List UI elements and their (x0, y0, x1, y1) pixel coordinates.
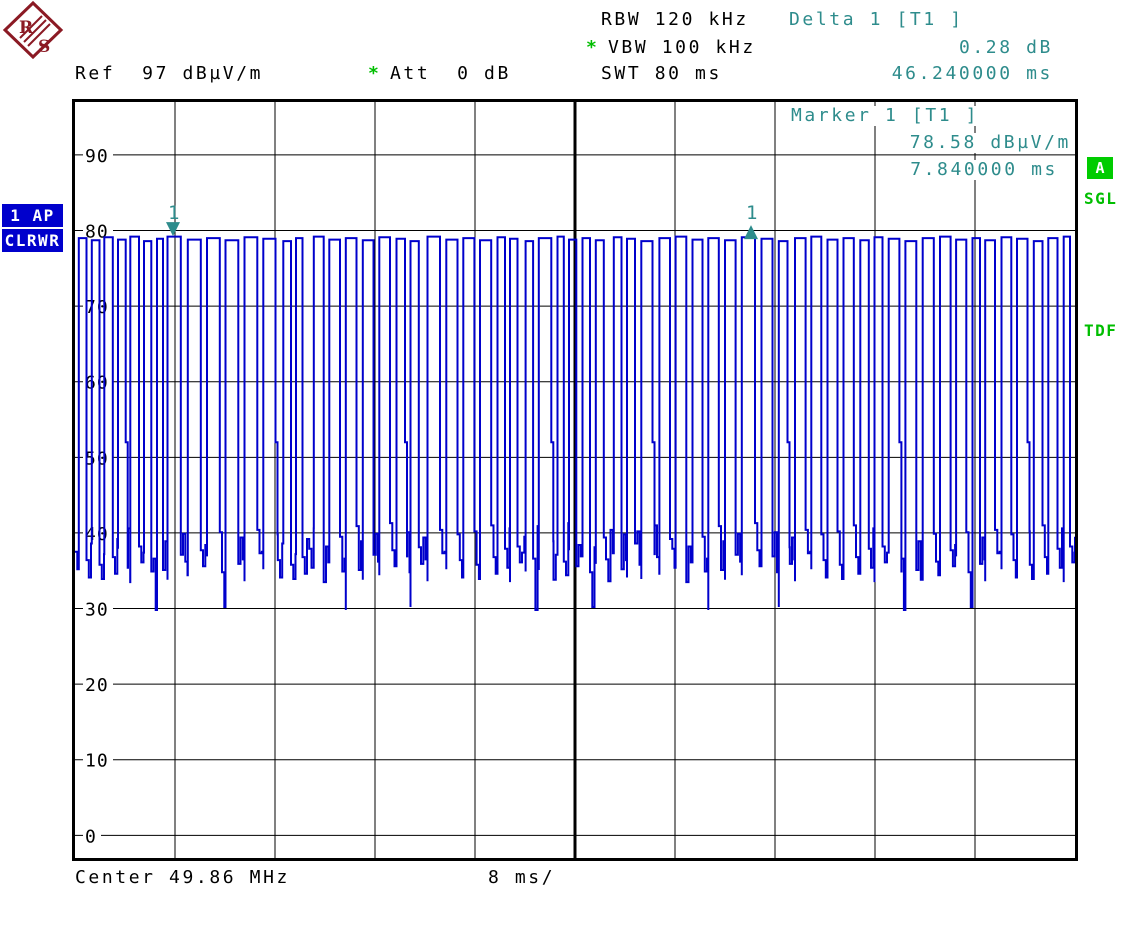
y-tick-label-bg (83, 598, 113, 619)
screen-a-badge: A (1087, 157, 1113, 179)
marker-1-label: 1 (168, 202, 179, 224)
ref-level-label: Ref 97 dBµV/m (75, 63, 264, 84)
y-tick-label: 60 (85, 373, 109, 394)
y-tick-label-bg (83, 296, 113, 317)
y-tick-label-bg (83, 371, 113, 392)
rs-logo-letter-r: R (19, 18, 34, 38)
marker-readout-time: 7.840000 ms (908, 159, 1060, 180)
marker-readout-title: Marker 1 [T1 ] (789, 105, 982, 126)
y-tick-label: 40 (85, 524, 109, 545)
rs-logo-stripe (27, 23, 51, 47)
y-tick-label: 90 (85, 146, 109, 167)
y-tick-label-bg (83, 522, 113, 543)
trace-1-path (75, 235, 1075, 611)
rs-logo-diamond (2, 0, 64, 60)
y-tick-label: 80 (85, 222, 109, 243)
y-tick-label-bg (83, 749, 113, 770)
center-frequency-label: Center 49.86 MHz (75, 867, 290, 888)
marker-readout-level: 78.58 dBµV/m (907, 132, 1073, 153)
marker-1-triangle-icon (166, 222, 180, 237)
delta-marker-triangle-icon (744, 225, 758, 240)
trace-display: 90 80 70 60 50 40 30 20 10 0 1 1 (72, 99, 1078, 861)
vbw-coupled-star-icon: * (586, 37, 600, 58)
attenuation-label: Att 0 dB (390, 63, 511, 84)
y-tick-label: 70 (85, 297, 109, 318)
trace-1-badge: 1 AP (2, 204, 63, 227)
y-tick-label-bg (83, 144, 113, 165)
delta-marker-title: Delta 1 [T1 ] (789, 9, 964, 30)
y-tick-label: 30 (85, 600, 109, 621)
delta-marker-time: 46.240000 ms (891, 63, 1053, 84)
rbw-label: RBW 120 kHz (601, 9, 749, 30)
att-coupled-star-icon: * (368, 63, 382, 84)
clear-write-badge: CLRWR (2, 229, 63, 252)
vbw-label: VBW 100 kHz (608, 37, 756, 58)
y-tick-label-bg (83, 220, 113, 241)
rs-logo-stripe (23, 19, 47, 43)
y-tick-label: 20 (85, 675, 109, 696)
y-tick-label: 50 (85, 448, 109, 469)
y-tick-label-bg (83, 447, 113, 468)
rs-logo-stripe (19, 15, 43, 39)
single-sweep-label: SGL (1084, 189, 1118, 208)
y-tick-label-bg (83, 674, 113, 695)
time-per-div-label: 8 ms/ (488, 867, 556, 888)
y-tick-label: 10 (85, 751, 109, 772)
transducer-label: TDF (1084, 321, 1118, 340)
graticule-and-trace: 90 80 70 60 50 40 30 20 10 0 1 1 (75, 102, 1075, 858)
rs-logo: R S (2, 0, 64, 60)
swt-label: SWT 80 ms (601, 63, 722, 84)
delta-marker-level: 0.28 dB (958, 37, 1053, 58)
rs-logo-letter-s: S (38, 37, 50, 57)
y-tick-label: 0 (85, 826, 97, 847)
y-tick-label-bg (83, 825, 101, 846)
delta-marker-label: 1 (746, 202, 757, 224)
